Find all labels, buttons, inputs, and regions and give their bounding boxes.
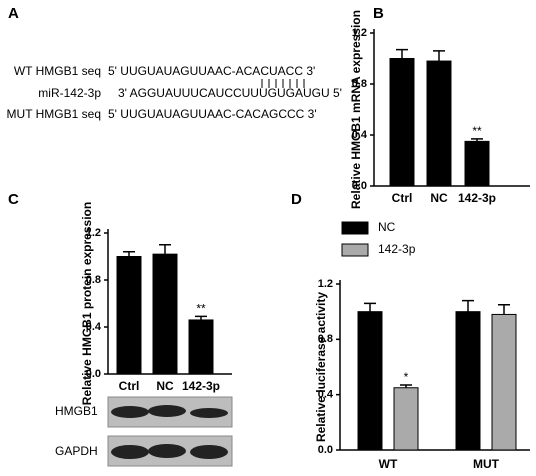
sequence: 3' AGGUAUUUCAUCCUUUGUGAUGU 5' bbox=[118, 86, 342, 100]
error-bar bbox=[400, 384, 412, 388]
bar bbox=[464, 140, 490, 187]
error-bar bbox=[433, 50, 445, 62]
legend-label: 142-3p bbox=[378, 242, 416, 256]
bar bbox=[393, 387, 419, 451]
seq-label: MUT HMGB1 seq bbox=[7, 107, 101, 121]
bar bbox=[152, 253, 178, 375]
error-bar bbox=[462, 299, 474, 312]
y-tick-label: 0.0 bbox=[352, 180, 367, 192]
x-tick-label: NC bbox=[156, 379, 174, 393]
error-bar bbox=[123, 251, 135, 257]
bar bbox=[116, 256, 142, 375]
significance: * bbox=[404, 370, 409, 384]
base-pairing bbox=[261, 79, 305, 88]
y-tick-label: 0.4 bbox=[318, 389, 334, 401]
seq-label: miR-142-3p bbox=[38, 86, 101, 100]
bar bbox=[426, 60, 452, 187]
x-tick-label: 142-3p bbox=[458, 191, 496, 205]
y-tick-label: 0.8 bbox=[86, 274, 101, 286]
significance: ** bbox=[472, 124, 482, 138]
x-tick-label: 142-3p bbox=[182, 379, 220, 393]
y-tick-label: 1.2 bbox=[318, 278, 333, 290]
y-tick-label: 0.8 bbox=[318, 333, 333, 345]
legend-swatch bbox=[341, 243, 369, 257]
x-tick-label: Ctrl bbox=[392, 191, 413, 205]
y-tick-label: 0.0 bbox=[318, 444, 333, 456]
sequence: 5' UUGUAUAGUUAAC-ACACUACC 3' bbox=[108, 64, 315, 78]
panel-label: B bbox=[373, 5, 384, 22]
error-bar bbox=[471, 138, 483, 142]
panel-label: D bbox=[291, 191, 302, 208]
y-tick-label: 0.4 bbox=[86, 321, 102, 333]
blot-label: GAPDH bbox=[55, 444, 98, 458]
y-tick-label: 0.0 bbox=[86, 368, 101, 380]
bar bbox=[188, 319, 214, 375]
panel-label: A bbox=[8, 5, 19, 22]
error-bar bbox=[195, 315, 207, 320]
seq-label: WT HMGB1 seq bbox=[14, 64, 101, 78]
blot-label: HMGB1 bbox=[55, 404, 98, 418]
y-axis-label: Relative luciferase activity bbox=[314, 292, 328, 442]
y-tick-label: 0.8 bbox=[352, 78, 367, 90]
significance: ** bbox=[196, 302, 206, 316]
y-tick-label: 1.2 bbox=[352, 27, 367, 39]
y-axis-label: Relative HMGB1 mRNA expression bbox=[349, 10, 363, 209]
x-tick-label: NC bbox=[430, 191, 448, 205]
x-tick-label: WT bbox=[379, 457, 398, 471]
error-bar bbox=[364, 302, 376, 312]
error-bar bbox=[396, 48, 408, 59]
y-tick-label: 0.4 bbox=[352, 129, 368, 141]
bar bbox=[357, 311, 383, 451]
panel-label: C bbox=[8, 191, 19, 208]
bar bbox=[455, 311, 481, 451]
sequence: 5' UUGUAUAGUUAAC-CACAGCCC 3' bbox=[108, 107, 317, 121]
error-bar bbox=[498, 304, 510, 315]
blot-bands bbox=[111, 405, 228, 459]
legend-label: NC bbox=[378, 220, 396, 234]
bar bbox=[491, 313, 517, 451]
legend-swatch bbox=[341, 221, 369, 235]
x-tick-label: MUT bbox=[473, 457, 500, 471]
x-tick-label: Ctrl bbox=[119, 379, 140, 393]
error-bar bbox=[159, 244, 171, 255]
y-tick-label: 1.2 bbox=[86, 227, 101, 239]
bar bbox=[389, 58, 415, 187]
y-axis-label: Relative HMGB1 protein expression bbox=[80, 202, 94, 405]
